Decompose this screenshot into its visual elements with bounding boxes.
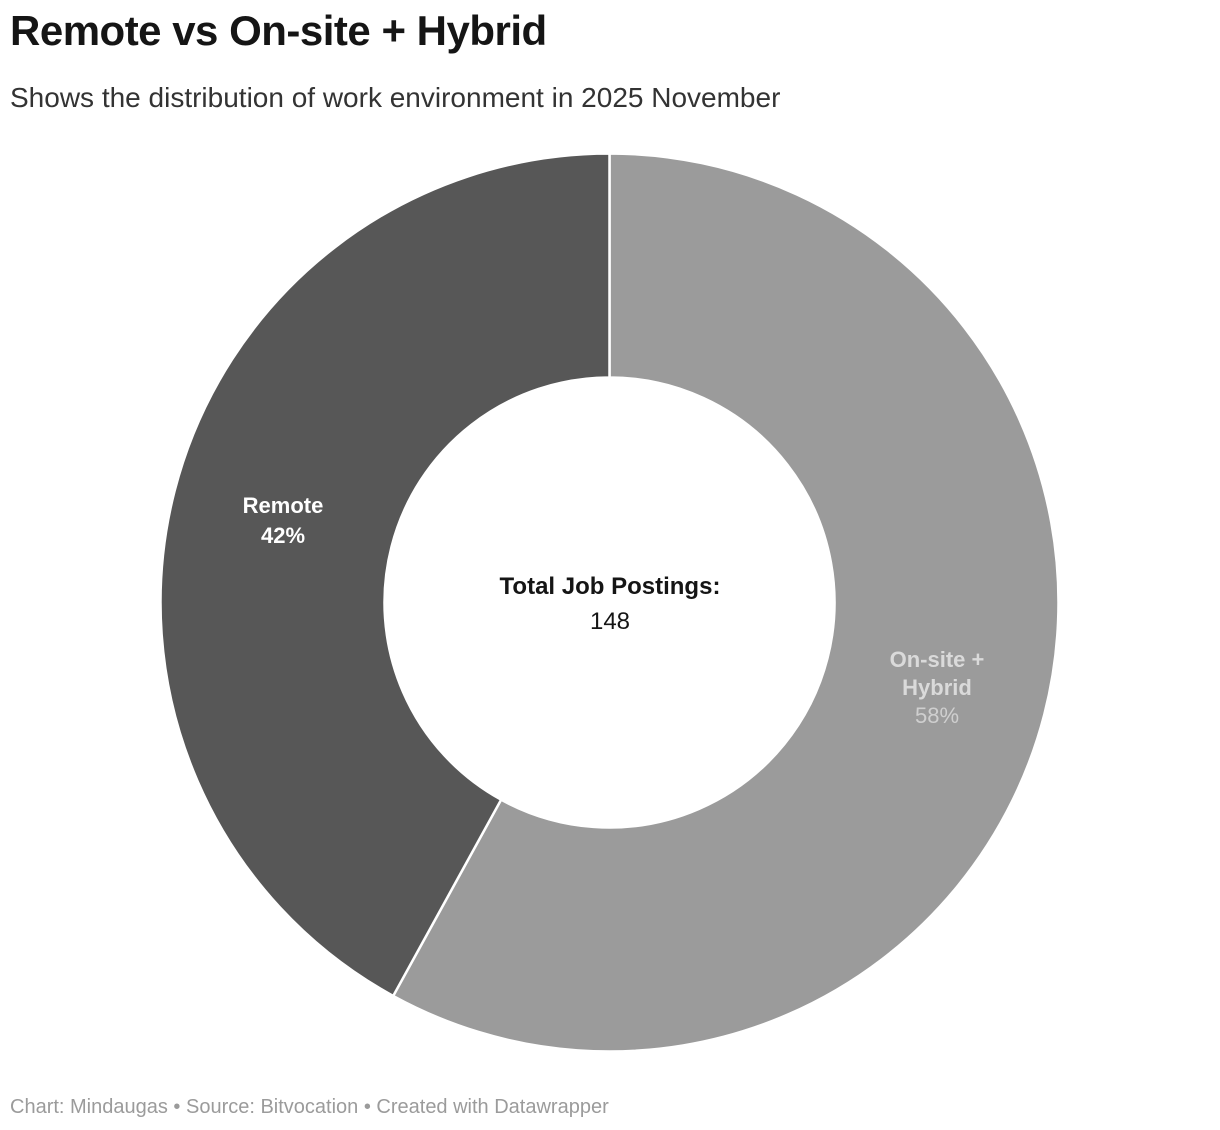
donut-slice-on-site-hybrid[interactable] [391,152,1060,1053]
donut-slice-remote[interactable] [159,152,611,998]
chart-title: Remote vs On-site + Hybrid [10,7,547,54]
chart-subtitle: Shows the distribution of work environme… [10,82,781,113]
chart-footer: Chart: Mindaugas • Source: Bitvocation •… [10,1096,609,1118]
